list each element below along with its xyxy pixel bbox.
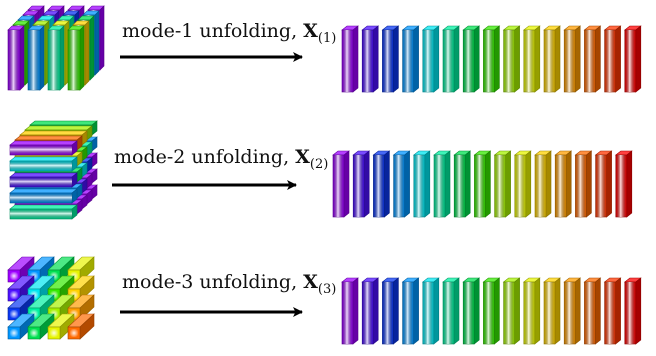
tensor-3-fiber (27, 313, 55, 340)
fiber-2 (352, 150, 371, 218)
fiber-10 (513, 150, 532, 218)
fiber-7 (462, 277, 481, 345)
fiber-14 (603, 25, 622, 93)
unfolded-matrix-mode-2 (332, 150, 633, 218)
fiber-6 (433, 150, 451, 218)
fiber-1 (341, 25, 359, 93)
tensor-3-fiber (7, 313, 35, 340)
fiber-15 (623, 25, 642, 93)
fiber-8 (482, 25, 501, 93)
tensor-1-fiber (47, 25, 65, 91)
row-mode-3: mode-3 unfolding, X(3) (7, 256, 642, 345)
fiber-12 (563, 277, 582, 345)
tensor-2-fiber (9, 188, 78, 204)
fiber-5 (412, 150, 431, 218)
fiber-15 (623, 277, 642, 345)
fiber-1 (341, 277, 359, 345)
fiber-4 (401, 25, 420, 93)
fiber-6 (442, 277, 460, 345)
tensor-2-fiber (9, 140, 78, 156)
fiber-2 (361, 277, 380, 345)
fiber-11 (543, 25, 561, 93)
fiber-4 (401, 277, 420, 345)
tensor-1-fiber (27, 25, 45, 91)
fiber-1 (332, 150, 350, 218)
fiber-10 (522, 277, 541, 345)
fiber-3 (381, 25, 400, 93)
fiber-2 (361, 25, 380, 93)
tensor-3-fiber (47, 313, 75, 340)
unfolding-label-mode-2: mode-2 unfolding, X(2) (114, 146, 328, 172)
tensor-mode-1-icon (7, 5, 105, 91)
tensor-1-fiber (67, 25, 85, 91)
fiber-3 (381, 277, 400, 345)
fiber-12 (554, 150, 573, 218)
fiber-9 (493, 150, 512, 218)
unfolding-label-mode-3: mode-3 unfolding, X(3) (122, 271, 336, 297)
fiber-9 (502, 277, 521, 345)
fiber-7 (462, 25, 481, 93)
fiber-13 (583, 25, 602, 93)
fiber-14 (594, 150, 613, 218)
row-mode-1: mode-1 unfolding, X(1) (7, 5, 642, 93)
fiber-12 (563, 25, 582, 93)
tensor-3-fiber (7, 294, 35, 321)
tensor-2-fiber (9, 204, 78, 220)
tensor-3-fiber (67, 313, 95, 340)
fiber-14 (603, 277, 622, 345)
fiber-8 (473, 150, 492, 218)
fiber-7 (453, 150, 472, 218)
fiber-3 (372, 150, 391, 218)
tensor-1-fiber (7, 25, 25, 91)
fiber-5 (421, 25, 440, 93)
row-mode-2: mode-2 unfolding, X(2) (9, 120, 633, 220)
fiber-11 (543, 277, 561, 345)
unfolding-label-mode-1: mode-1 unfolding, X(1) (122, 20, 336, 46)
tensor-mode-3-icon (7, 256, 95, 340)
fiber-4 (392, 150, 411, 218)
fiber-13 (583, 277, 602, 345)
fiber-13 (574, 150, 593, 218)
tensor-2-fiber (9, 156, 78, 172)
fiber-6 (442, 25, 460, 93)
fiber-10 (522, 25, 541, 93)
tensor-2-fiber (9, 172, 78, 188)
fiber-15 (614, 150, 633, 218)
fiber-5 (421, 277, 440, 345)
fiber-8 (482, 277, 501, 345)
fiber-11 (534, 150, 552, 218)
unfolded-matrix-mode-3 (341, 277, 642, 345)
tensor-mode-2-icon (9, 120, 98, 220)
unfolded-matrix-mode-1 (341, 25, 642, 93)
fiber-9 (502, 25, 521, 93)
